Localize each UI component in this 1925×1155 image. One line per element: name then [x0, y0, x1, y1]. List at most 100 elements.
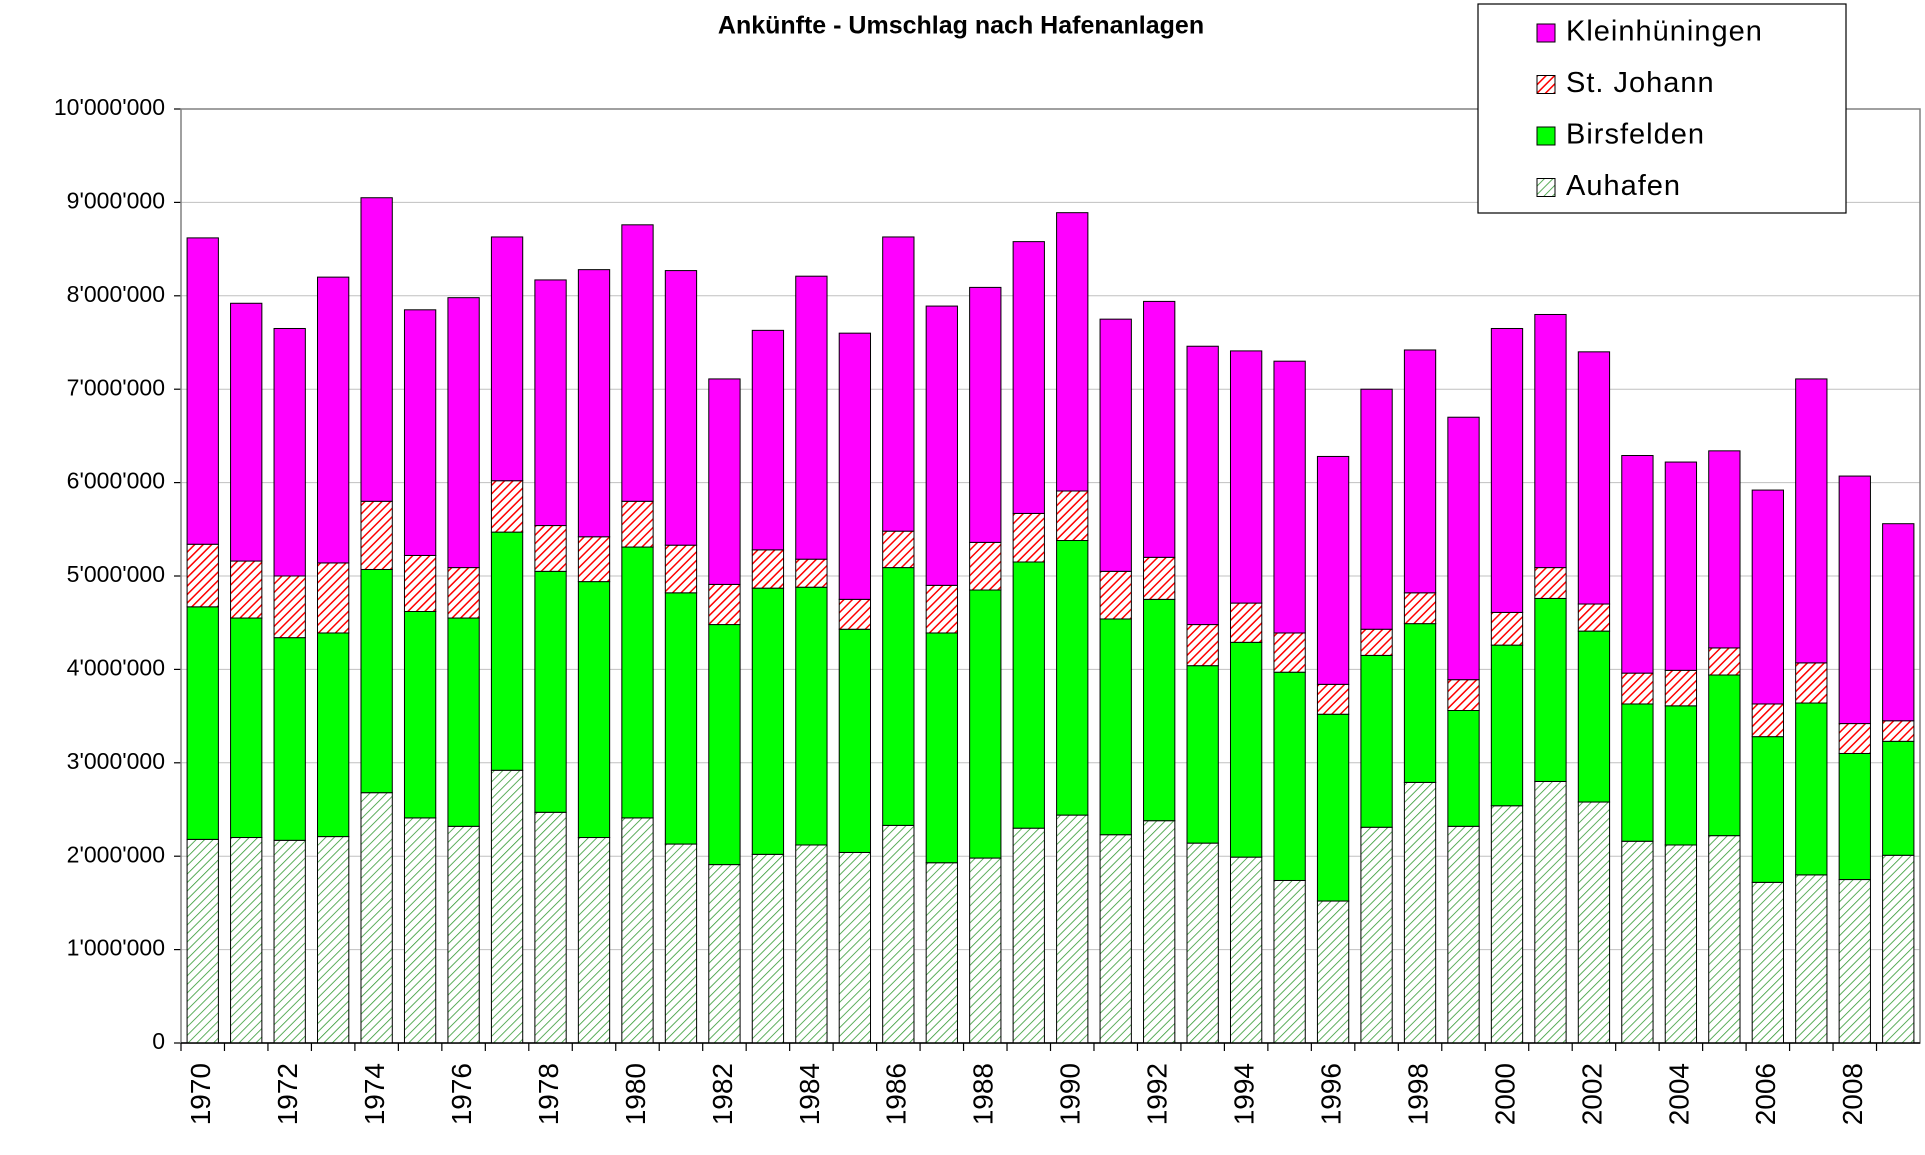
y-tick-label: 8'000'000	[67, 281, 165, 307]
bar-segment	[969, 286, 1002, 543]
bar-segment	[838, 628, 872, 853]
bar-segment	[925, 862, 958, 1044]
bar-segment	[1664, 844, 1698, 1044]
y-tick-label: 0	[152, 1028, 165, 1054]
bar-segment	[186, 606, 219, 840]
bar-segment	[577, 269, 611, 538]
bar-segment	[1490, 327, 1524, 613]
bar-segment	[1316, 683, 1350, 715]
legend-swatch	[1536, 126, 1556, 146]
bar-segment	[534, 811, 567, 1044]
bar-segment	[1403, 781, 1437, 1044]
bar-segment	[1056, 814, 1089, 1044]
bar-segment	[490, 236, 524, 482]
bar-segment	[1490, 644, 1524, 807]
bar-segment	[1056, 212, 1089, 492]
bar-segment	[1708, 450, 1741, 649]
y-tick-label: 4'000'000	[67, 654, 165, 680]
bar-segment	[230, 302, 263, 562]
bar-segment	[186, 838, 219, 1044]
bar-segment	[577, 837, 611, 1044]
bar-segment	[751, 329, 785, 551]
bar-segment	[1056, 490, 1089, 542]
y-tick-label: 10'000'000	[54, 94, 165, 120]
x-tick-label: 1978	[533, 1063, 564, 1125]
bar-segment	[1143, 556, 1176, 600]
bar-segment	[1273, 632, 1306, 673]
bar-segment	[1534, 313, 1567, 569]
x-tick-label: 1970	[185, 1063, 216, 1125]
x-tick-label: 1986	[881, 1063, 912, 1125]
bar-segment	[708, 864, 741, 1044]
bar-segment	[1882, 854, 1915, 1044]
bar-segment	[882, 236, 915, 532]
bar-segment	[1403, 349, 1437, 594]
bar-segment	[1577, 801, 1611, 1044]
bar-segment	[317, 836, 350, 1044]
bar-segment	[1447, 416, 1480, 681]
bar-segment	[1708, 674, 1741, 837]
bar-segment	[1099, 318, 1132, 572]
y-tick-label: 7'000'000	[67, 374, 165, 400]
bar-segment	[751, 853, 785, 1044]
bar-segment	[447, 567, 480, 619]
bar-segment	[882, 824, 915, 1044]
bar-segment	[1751, 489, 1784, 705]
x-tick-label: 2004	[1663, 1063, 1694, 1125]
bar-segment	[1882, 720, 1915, 742]
bar-segment	[621, 224, 654, 502]
bar-segment	[1838, 723, 1871, 754]
x-tick-label: 1994	[1229, 1063, 1260, 1125]
legend-label: Kleinhüningen	[1566, 16, 1763, 48]
x-tick-label: 1974	[359, 1063, 390, 1125]
bar-segment	[969, 857, 1002, 1044]
x-tick-label: 1988	[968, 1063, 999, 1125]
bar-segment	[1143, 598, 1176, 822]
x-tick-label: 1972	[272, 1063, 303, 1125]
bar-segment	[708, 624, 741, 866]
bar-segment	[1360, 628, 1393, 656]
legend-swatch	[1536, 178, 1556, 197]
bar-segment	[751, 549, 785, 589]
x-tick-label: 1992	[1142, 1063, 1173, 1125]
bar-segment	[1490, 611, 1524, 646]
bar-segment	[1099, 834, 1132, 1044]
bar-segment	[230, 560, 263, 619]
bar-segment	[186, 543, 219, 608]
bar-segment	[447, 297, 480, 569]
bar-segment	[1577, 603, 1611, 632]
bar-segment	[230, 617, 263, 839]
bar-segment	[882, 567, 915, 826]
bar-segment	[1795, 702, 1828, 876]
bar-segment	[1316, 900, 1350, 1044]
y-tick-label: 2'000'000	[67, 841, 165, 867]
bar-segment	[1621, 840, 1654, 1044]
bar-segment	[1708, 647, 1741, 676]
bar-segment	[1447, 825, 1480, 1044]
legend-label: Auhafen	[1566, 170, 1681, 202]
chart-title: Ankünfte - Umschlag nach Hafenanlagen	[718, 12, 1204, 40]
legend-swatch	[1536, 75, 1556, 94]
x-tick-label: 2008	[1837, 1063, 1868, 1125]
bar-segment	[403, 817, 437, 1044]
bar-segment	[621, 546, 654, 819]
bar-segment	[577, 536, 611, 583]
bar-segment	[1143, 820, 1176, 1044]
y-tick-label: 1'000'000	[67, 935, 165, 961]
bar-segment	[360, 197, 393, 502]
bar-segment	[1186, 624, 1219, 667]
bar-segment	[925, 584, 958, 634]
bar-segment	[1012, 561, 1045, 829]
bar-segment	[360, 792, 393, 1044]
bar-segment	[1621, 455, 1654, 674]
bar-segment	[1316, 713, 1350, 902]
bar-segment	[838, 851, 872, 1044]
bar-segment	[403, 309, 437, 556]
legend-label: St. Johann	[1566, 67, 1715, 99]
x-tick-label: 2000	[1489, 1063, 1520, 1125]
bar-segment	[664, 544, 698, 594]
bar-segment	[1229, 641, 1263, 858]
bar-segment	[1882, 523, 1915, 722]
bar-segment	[1360, 654, 1393, 828]
bar-segment	[534, 570, 567, 813]
